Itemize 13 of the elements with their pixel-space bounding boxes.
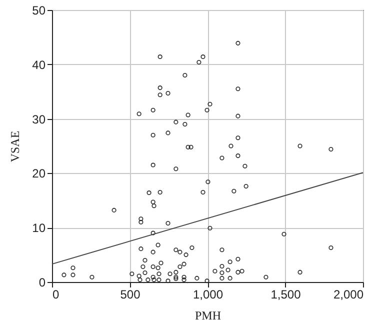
y-tick-label: 40 — [32, 58, 46, 72]
y-axis-title: VSAE — [8, 130, 22, 162]
x-tick-label: 2,000 — [333, 288, 364, 302]
y-tick-label: 30 — [32, 112, 46, 126]
y-tick-label: 0 — [38, 276, 46, 290]
x-tick-label: 500 — [120, 288, 141, 302]
y-tick-label: 50 — [32, 4, 46, 18]
x-tick-label: 0 — [52, 288, 60, 302]
x-tick-label: 1,500 — [270, 288, 302, 302]
x-axis-title: PMH — [194, 308, 222, 322]
y-tick-label: 20 — [32, 166, 46, 181]
y-tick-label: 10 — [32, 221, 46, 236]
x-tick-label: 1,000 — [192, 288, 224, 302]
